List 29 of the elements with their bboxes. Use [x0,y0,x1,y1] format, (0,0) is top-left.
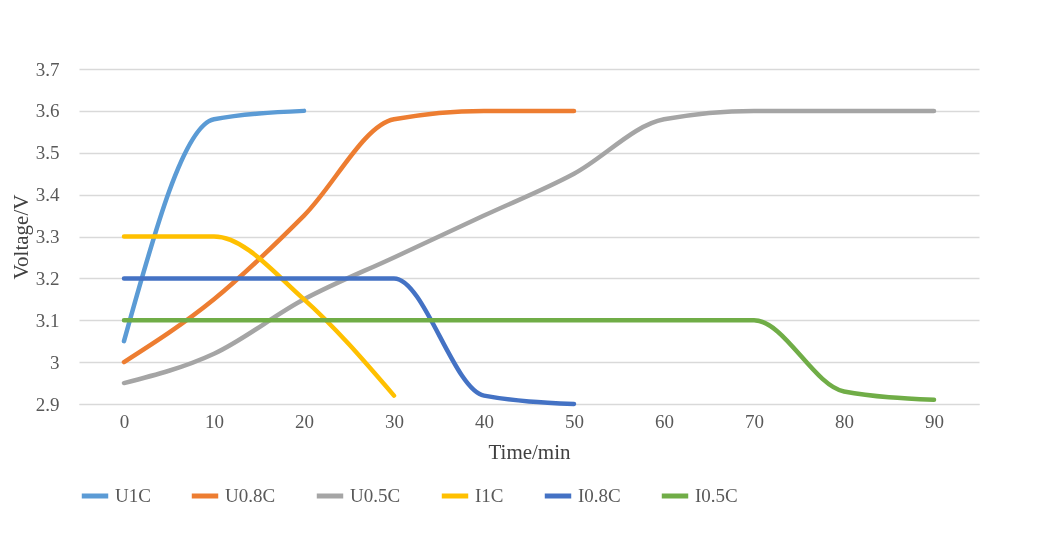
x-tick-label: 50 [565,410,584,432]
y-tick-label: 3.6 [35,100,60,122]
x-tick-label: 30 [385,410,404,432]
y-tick-label: 3.1 [35,309,60,331]
y-tick-label: 2.9 [35,393,60,415]
x-tick-label: 60 [655,410,674,432]
y-tick-label: 3.4 [35,184,60,206]
x-tick-label: 70 [745,410,764,432]
legend-label: I0.5C [695,485,738,506]
x-tick-label: 20 [295,410,314,432]
x-tick-label: 80 [835,410,854,432]
x-tick-label: 90 [925,410,944,432]
y-tick-label: 3 [50,351,60,373]
y-tick-label: 3.3 [35,226,60,247]
legend-label: U0.5C [350,485,401,506]
y-axis-title: Voltage/V [8,194,33,280]
legend-label: U1C [115,485,151,506]
legend-label: I1C [475,485,504,506]
line-series [121,108,577,365]
x-axis-title: Time/min [488,439,572,464]
y-tick-label: 3.5 [35,142,60,164]
x-tick-label: 40 [475,410,494,432]
y-tick-label: 3.7 [35,58,60,80]
y-tick-label: 3.2 [35,267,60,289]
legend-label: U0.8C [225,485,276,506]
x-tick-label: 10 [205,410,224,432]
legend-label: I0.8C [578,485,621,506]
line-series [121,108,937,386]
x-tick-label: 0 [119,410,130,432]
